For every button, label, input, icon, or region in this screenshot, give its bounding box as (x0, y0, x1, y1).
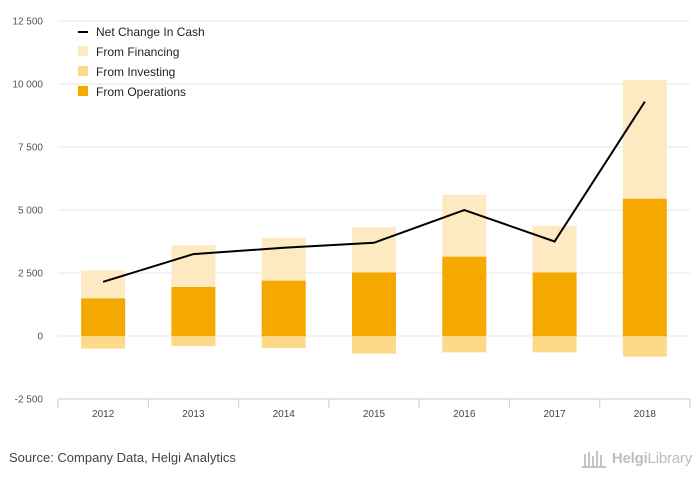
legend-label: Net Change In Cash (96, 25, 205, 39)
y-tick-label: 0 (37, 332, 43, 343)
x-tick-label: 2016 (453, 409, 476, 420)
x-tick-label: 2018 (634, 409, 657, 420)
bar-from-financing (532, 225, 577, 273)
brand-rest: Library (647, 449, 693, 467)
bar-from-investing (81, 336, 126, 349)
bar-from-operations (352, 272, 396, 336)
bar-from-operations (81, 298, 126, 336)
bar-from-operations (261, 280, 306, 336)
legend-swatch (78, 86, 88, 96)
y-tick-label: 2 500 (18, 269, 43, 280)
bar-from-investing (532, 336, 577, 353)
legend-label: From Financing (96, 45, 179, 59)
bar-from-financing (352, 227, 396, 273)
legend-swatch (78, 66, 88, 76)
bar-from-financing (261, 237, 306, 281)
source-note: Source: Company Data, Helgi Analytics (9, 450, 236, 465)
y-tick-label: 7 500 (18, 143, 43, 154)
legend-label: From Operations (96, 85, 186, 99)
x-tick-label: 2013 (182, 409, 205, 420)
bar-from-investing (171, 336, 216, 347)
x-tick-label: 2014 (273, 409, 296, 420)
x-tick-label: 2012 (92, 409, 115, 420)
y-tick-label: 12 500 (12, 17, 43, 28)
y-tick-label: -2 500 (15, 395, 44, 406)
bar-from-investing (261, 336, 306, 349)
brand-text: HelgiLibrary (612, 450, 692, 467)
y-tick-label: 10 000 (12, 80, 43, 91)
legend-swatch (78, 46, 88, 56)
chart-area: -2 500 0 2 500 5 000 7 500 10 000 12 500 2012 20… (12, 17, 691, 420)
bar-from-financing (81, 270, 126, 299)
cash-flow-chart: -2 500 0 2 500 5 000 7 500 10 000 12 500 2012 20… (12, 17, 691, 420)
bar-from-operations (622, 198, 667, 336)
y-tick-label: 5 000 (18, 206, 43, 217)
bar-from-operations (442, 256, 487, 336)
bar-from-investing (352, 336, 396, 354)
bar-from-financing (442, 194, 487, 257)
library-icon (581, 451, 606, 468)
line-net-change-in-cash (102, 101, 646, 283)
legend-label: From Investing (96, 65, 175, 79)
bar-from-investing (622, 336, 667, 357)
bar-from-operations (532, 272, 577, 336)
bar-from-financing (171, 245, 216, 287)
helgi-library-logo: HelgiLibrary (581, 448, 692, 468)
brand-bold: Helgi (611, 449, 648, 467)
x-tick-label: 2015 (363, 409, 386, 420)
bar-from-operations (171, 286, 216, 336)
bar-from-investing (442, 336, 487, 353)
bar-from-financing (622, 80, 667, 199)
x-tick-label: 2017 (543, 409, 566, 420)
